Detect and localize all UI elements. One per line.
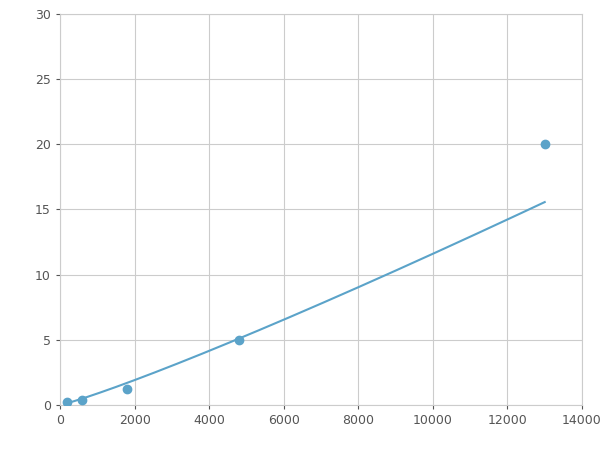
Point: [62, 399, 72, 406]
Point: [234, 336, 244, 343]
Point: [122, 386, 132, 393]
Point: [540, 140, 550, 148]
Point: [77, 396, 87, 403]
